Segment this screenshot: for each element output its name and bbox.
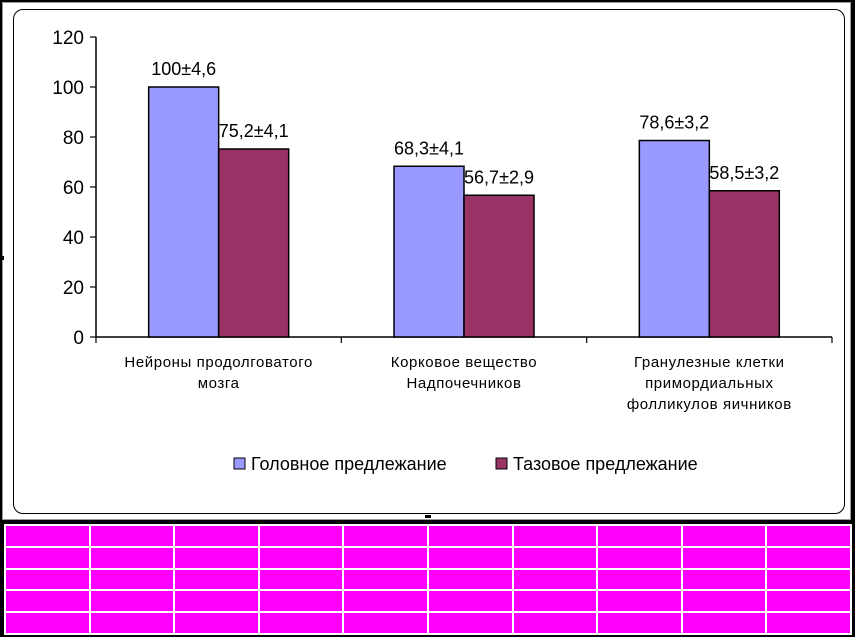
grid-cell[interactable] [596,567,683,592]
category-label: Гранулезные клетки [634,354,785,371]
grid-cell[interactable] [511,589,599,614]
grid-cell[interactable] [257,545,345,570]
grid-cell[interactable] [596,589,683,614]
grid-cell[interactable] [88,545,176,570]
grid-cell[interactable] [257,524,345,548]
grid-cell[interactable] [257,567,345,592]
grid-cell[interactable] [765,524,852,548]
grid-row [4,589,852,614]
grid-cell[interactable] [173,567,260,592]
grid-cell[interactable] [511,524,599,548]
grid-row [4,524,852,548]
grid-cell[interactable] [680,545,768,570]
grid-cell[interactable] [680,589,768,614]
legend-swatch-breech [495,457,508,470]
legend-swatch-head [233,457,246,470]
bar-breech-3[interactable] [708,190,781,338]
y-tick-label: 20 [63,278,84,299]
bar-head-1[interactable] [147,86,220,338]
grid-cell[interactable] [596,524,683,548]
magenta-grid-table [4,524,852,635]
grid-cell[interactable] [765,545,852,570]
resize-handle-bottom[interactable] [425,515,431,518]
bar-breech-1[interactable] [217,148,290,338]
resize-handle-right[interactable] [851,256,855,260]
grid-cell[interactable] [4,611,91,635]
bar-value-label: 68,3±4,1 [394,138,464,158]
grid-cell[interactable] [426,545,514,570]
grid-cell[interactable] [342,567,429,592]
grid-cell[interactable] [426,611,514,635]
bar-value-label: 56,7±2,9 [464,167,534,187]
grid-cell[interactable] [88,611,176,635]
grid-cell[interactable] [680,524,768,548]
category-label: Корковое вещество [391,354,538,371]
y-tick-label: 120 [52,28,84,49]
grid-cell[interactable] [257,589,345,614]
bar-breech-2[interactable] [463,194,535,338]
grid-cell[interactable] [4,545,91,570]
grid-cell[interactable] [4,567,91,592]
bar-value-label: 78,6±3,2 [639,113,709,133]
y-tick-label: 0 [73,328,84,349]
grid-cell[interactable] [765,567,852,592]
category-label: фолликулов яичников [627,396,792,413]
category-label: Нейроны продолговатого [124,354,313,371]
grid-cell[interactable] [426,589,514,614]
y-tick-label: 60 [63,178,84,199]
grid-cell[interactable] [511,545,599,570]
grid-cell[interactable] [173,589,260,614]
category-label: мозга [198,375,240,392]
y-tick-label: 80 [63,128,84,149]
bar-chart: 0 20 40 60 80 100 120 100±4,6 68,3±4,1 78,6±3,2 75… [52,28,833,474]
grid-cell[interactable] [88,567,176,592]
grid-cell[interactable] [765,589,852,614]
grid-cell[interactable] [511,567,599,592]
grid-cell[interactable] [342,524,429,548]
y-tick-label: 100 [52,78,84,99]
grid-cell[interactable] [765,611,852,635]
bar-value-label: 100±4,6 [151,59,216,79]
grid-cell[interactable] [426,524,514,548]
grid-cell[interactable] [342,611,429,635]
category-label: Надпочечников [406,375,521,392]
grid-cell[interactable] [257,611,345,635]
grid-cell[interactable] [596,545,683,570]
resize-handle-left[interactable] [0,256,4,260]
bar-value-label: 58,5±3,2 [709,163,779,183]
grid-cell[interactable] [88,524,176,548]
legend-label-head: Головное предлежание [251,454,447,474]
grid-cell[interactable] [342,545,429,570]
category-label: примордиальных [645,375,774,392]
y-tick-label: 40 [63,228,84,249]
chart-area[interactable]: 0 20 40 60 80 100 120 100±4,6 68,3±4,1 78,6±3,2 75… [13,9,845,514]
grid-cell[interactable] [4,589,91,614]
grid-cell[interactable] [680,567,768,592]
grid-cell[interactable] [511,611,599,635]
grid-cell[interactable] [342,589,429,614]
legend-label-breech: Тазовое предлежание [513,454,698,474]
grid-cell[interactable] [426,567,514,592]
bar-head-2[interactable] [393,165,465,338]
grid-cell[interactable] [88,589,176,614]
grid-row [4,611,852,635]
bar-head-3[interactable] [638,139,711,338]
spreadsheet-grid [0,522,855,637]
grid-cell[interactable] [4,524,91,548]
grid-row [4,545,852,570]
grid-cell[interactable] [173,545,260,570]
grid-cell[interactable] [173,611,260,635]
chart-window: 0 20 40 60 80 100 120 100±4,6 68,3±4,1 78,6±3,2 75… [2,2,851,520]
grid-cell[interactable] [680,611,768,635]
grid-cell[interactable] [596,611,683,635]
grid-cell[interactable] [173,524,260,548]
bar-value-label: 75,2±4,1 [219,121,289,141]
grid-row [4,567,852,592]
